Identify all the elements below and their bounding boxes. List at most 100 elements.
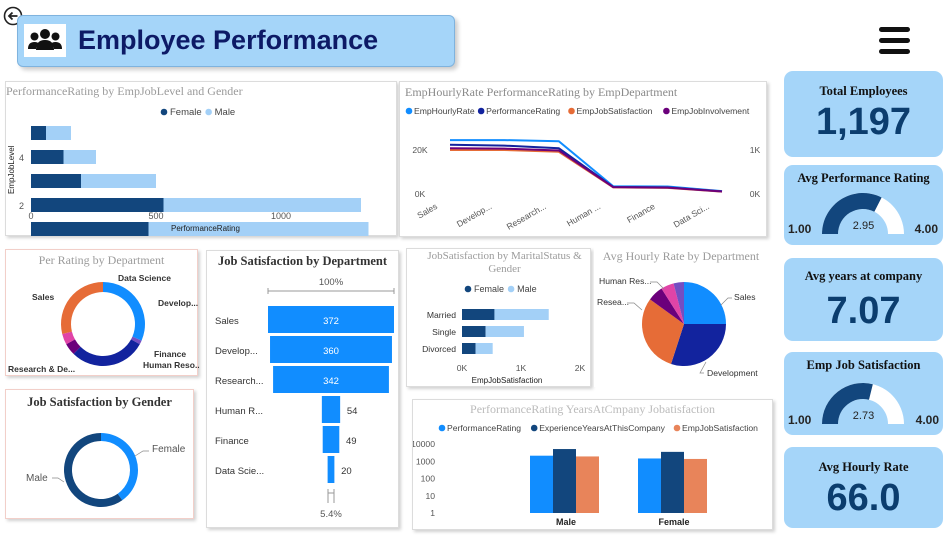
leader-line: [650, 281, 665, 290]
x-axis-label: EmpJobSatisfaction: [472, 376, 543, 385]
rate-pie-panel[interactable]: Avg Hourly Rate by Department Sales Devel…: [594, 248, 768, 387]
kpi-title: Avg years at company: [804, 269, 923, 283]
chart-title: Per Rating by Department: [38, 253, 165, 267]
x-tick-label: Research...: [505, 201, 548, 232]
slice-label: Female: [152, 444, 186, 455]
x-tick-label: Female: [658, 517, 689, 527]
x-axis-label: PerformanceRating: [171, 224, 240, 233]
funnel-bar: [270, 336, 392, 363]
legend-label: ExperienceYearsAtThisCompany: [539, 423, 665, 433]
slice-label: Human Reso...: [143, 360, 199, 370]
donut-slice-female: [101, 433, 138, 501]
x-tick-label: Sales: [415, 201, 439, 220]
bar-female: [462, 343, 476, 354]
gauge-max: 4.00: [914, 222, 938, 236]
bar-performancerating: [530, 455, 553, 513]
bar-male: [81, 174, 156, 188]
sat-funnel-chart: 100% Sales 372 Develop... 360 Research... 342 H…: [215, 277, 395, 520]
x-tick-label: Finance: [625, 201, 657, 225]
y-tick-label: 10: [425, 491, 435, 501]
leader-line: [699, 361, 707, 374]
kpi-value: 7.07: [826, 290, 901, 332]
sat-by-gender-panel[interactable]: Job Satisfaction by Gender Female Male: [5, 389, 194, 519]
legend-marker: [464, 285, 472, 293]
years-sat-panel[interactable]: PerformanceRating YearsAtCmpany Jobatisf…: [412, 399, 773, 530]
x-tick-label: 2K: [575, 363, 586, 373]
menu-button[interactable]: [878, 26, 911, 56]
chart-title: EmpHourlyRate PerformanceRating by EmpDe…: [405, 85, 678, 99]
page-title: Employee Performance: [78, 25, 379, 55]
bar-male: [148, 222, 369, 236]
y-tick-label: 1000: [416, 456, 435, 466]
hourly-by-dept-chart: EmpHourlyRate PerformanceRating EmpJobSati…: [405, 106, 761, 232]
gauge-value: 2.95: [852, 220, 875, 232]
pie-slice: [684, 282, 726, 324]
bar-female: [31, 198, 164, 212]
legend-marker: [477, 107, 485, 115]
gauge-max: 4.00: [915, 413, 939, 427]
funnel-bar: [321, 396, 341, 423]
legend-label: EmpJobInvolvement: [671, 106, 749, 116]
pie-slice: [661, 283, 684, 324]
funnel-value-label: 54: [347, 406, 358, 417]
perf-by-dept-panel[interactable]: Per Rating by Department Data Science Sal…: [5, 249, 199, 376]
funnel-bar: [327, 456, 335, 483]
y-tick-label: 2: [19, 201, 24, 211]
funnel-bar: [322, 426, 340, 453]
donut-slice: [103, 282, 145, 341]
slice-label: Develop...: [158, 298, 198, 308]
chart-title: Avg Hourly Rate by Department: [602, 249, 760, 263]
kpi-avg-performance: Avg Performance Rating 1.00 4.00 2.95: [784, 165, 943, 245]
legend-label: PerformanceRating: [447, 423, 521, 433]
hourly-by-dept-panel[interactable]: EmpHourlyRate PerformanceRating by EmpDe…: [399, 81, 767, 237]
chart-title: Job Satisfaction by Department: [217, 254, 388, 268]
kpi-title: Avg Hourly Rate: [818, 460, 909, 474]
y-tick-label: Divorced: [422, 344, 456, 354]
bar-male: [485, 326, 524, 337]
y-tick-label: 10000: [413, 439, 435, 449]
donut-slice: [62, 331, 75, 345]
legend-marker: [160, 108, 168, 116]
kpi-value: 66.0: [826, 477, 901, 519]
gauge-value: 2.73: [852, 410, 875, 422]
funnel-bar: [273, 366, 389, 393]
bar-female: [462, 326, 486, 337]
legend-label: Male: [517, 284, 537, 294]
x-tick-label: 1K: [516, 363, 527, 373]
people-icon: [28, 29, 62, 50]
funnel-category-label: Research...: [215, 376, 264, 387]
perf-by-level-panel[interactable]: PerformanceRating by EmpJobLevel and Gen…: [5, 81, 397, 236]
slice-label: Data Science: [118, 273, 171, 283]
y-tick-label: Married: [427, 310, 456, 320]
bar-male: [494, 309, 549, 320]
kpi-title: Total Employees: [819, 84, 908, 98]
pie-slice: [673, 282, 684, 324]
gauge-fill: [822, 193, 882, 234]
legend-label: Male: [215, 107, 236, 118]
funnel-value-label: 342: [323, 376, 339, 387]
leader-line: [52, 477, 65, 483]
legend-label: EmpJobSatisfaction: [682, 423, 758, 433]
funnel-category-label: Sales: [215, 316, 239, 327]
x-tick-label: Human ...: [565, 201, 602, 228]
chart-title: Job Satisfaction by Gender: [27, 395, 172, 409]
y-tick-label: 100: [421, 474, 436, 484]
legend-marker: [673, 424, 681, 432]
bar-female: [462, 309, 495, 320]
gauge-min: 1.00: [788, 222, 812, 236]
sat-marital-panel[interactable]: JobSatisfaction by MaritalStatus & Gende…: [406, 248, 591, 387]
kpi-avg-hourly-rate: Avg Hourly Rate 66.0: [784, 447, 943, 528]
legend-marker: [205, 108, 212, 116]
bar-female: [31, 222, 149, 236]
x-tick-label: Male: [556, 517, 576, 527]
sat-funnel-panel[interactable]: Job Satisfaction by Department 100% Sales…: [206, 250, 399, 528]
bar-male: [46, 126, 71, 140]
funnel-value-label: 372: [323, 316, 339, 327]
slice-label: Human Res...: [599, 276, 652, 286]
funnel-value-label: 20: [341, 466, 352, 477]
x-tick-label: 1000: [271, 211, 291, 221]
slice-label: Male: [26, 473, 48, 484]
perf-by-level-chart: Female Male 4 20 500 1000 PerformanceRating Emp…: [7, 107, 369, 236]
chart-title: PerformanceRating YearsAtCmpany Jobatisf…: [470, 402, 715, 416]
